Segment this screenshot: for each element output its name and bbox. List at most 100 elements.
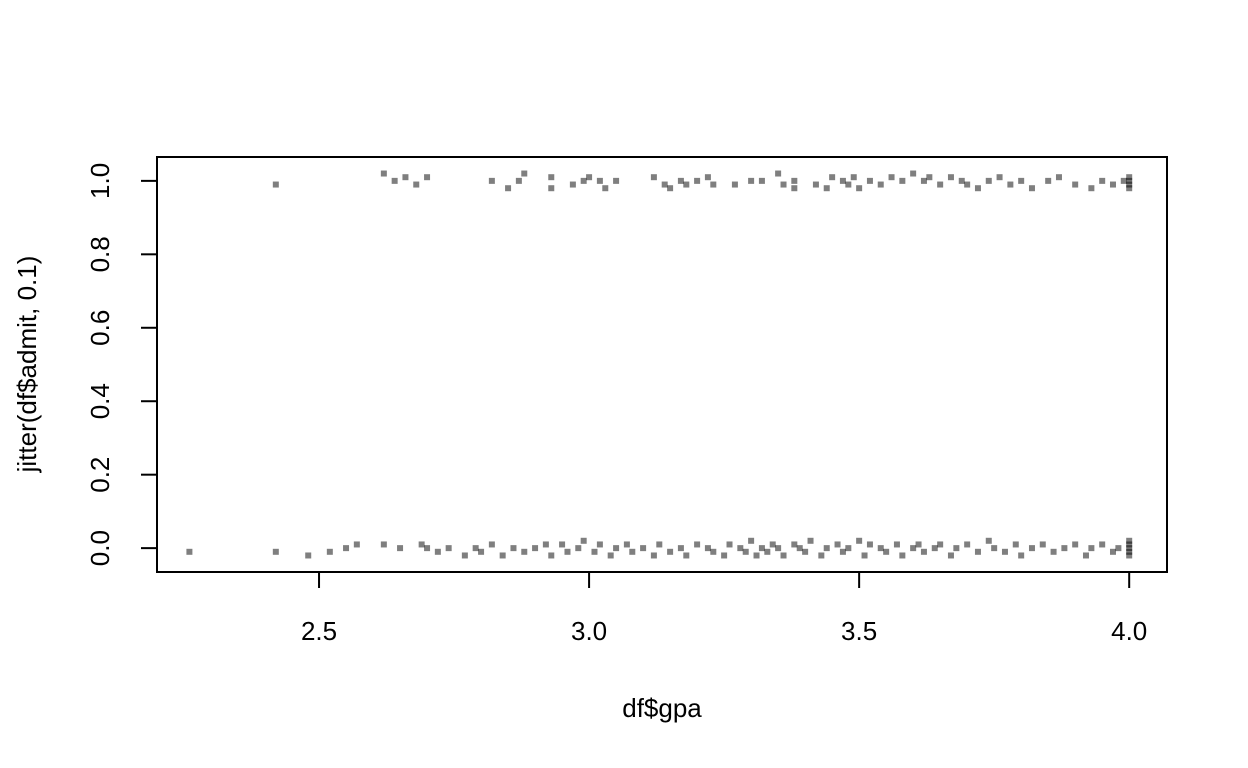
data-point: [1126, 548, 1133, 555]
data-point: [472, 545, 479, 552]
data-point: [964, 541, 971, 548]
data-point: [818, 552, 825, 559]
data-point: [953, 545, 960, 552]
data-point: [656, 541, 663, 548]
data-point: [596, 541, 603, 548]
data-point: [575, 545, 582, 552]
data-point: [764, 548, 771, 555]
data-point: [985, 177, 992, 184]
data-point: [1126, 181, 1133, 188]
data-point: [677, 177, 684, 184]
data-point: [1012, 541, 1019, 548]
data-point: [758, 545, 765, 552]
data-point: [380, 170, 387, 177]
x-tick-label: 3.0: [571, 616, 607, 646]
data-point: [866, 177, 873, 184]
y-tick-label: 0.2: [85, 457, 115, 493]
data-point: [1126, 541, 1133, 548]
data-point: [580, 177, 587, 184]
data-point: [710, 548, 717, 555]
data-point: [839, 548, 846, 555]
data-point: [353, 541, 360, 548]
data-point: [580, 537, 587, 544]
data-point: [866, 541, 873, 548]
y-axis: 0.0 0.2 0.4 0.6 0.8 1.0: [85, 163, 158, 566]
data-point: [991, 545, 998, 552]
data-point: [974, 548, 981, 555]
data-point: [920, 177, 927, 184]
data-point: [650, 552, 657, 559]
data-point: [186, 548, 193, 555]
data-point: [272, 181, 279, 188]
data-point: [829, 174, 836, 181]
data-point: [947, 174, 954, 181]
data-point: [445, 545, 452, 552]
data-point: [877, 545, 884, 552]
data-point: [667, 548, 674, 555]
data-point: [478, 548, 485, 555]
data-point: [931, 545, 938, 552]
data-point: [861, 552, 868, 559]
data-point: [402, 174, 409, 181]
data-point: [272, 548, 279, 555]
y-tick-label: 0.4: [85, 383, 115, 419]
data-point: [845, 181, 852, 188]
data-point: [791, 541, 798, 548]
data-point: [775, 170, 782, 177]
data-point: [424, 174, 431, 181]
data-point: [1088, 545, 1095, 552]
data-point: [856, 537, 863, 544]
data-point: [775, 545, 782, 552]
data-point: [1001, 548, 1008, 555]
data-point: [704, 545, 711, 552]
data-point: [596, 177, 603, 184]
data-point: [1099, 541, 1106, 548]
data-point: [564, 548, 571, 555]
data-point: [737, 545, 744, 552]
x-axis-title: df$gpa: [622, 693, 702, 723]
y-axis-title: jitter(df$admit, 0.1): [12, 256, 42, 474]
data-point: [418, 541, 425, 548]
data-point: [920, 548, 927, 555]
data-point: [488, 541, 495, 548]
data-point: [926, 174, 933, 181]
data-point: [1126, 177, 1133, 184]
data-point: [683, 552, 690, 559]
data-point: [683, 181, 690, 188]
data-point: [434, 548, 441, 555]
data-point: [937, 181, 944, 188]
data-point: [629, 548, 636, 555]
data-point: [515, 177, 522, 184]
data-point: [1061, 545, 1068, 552]
data-point: [807, 537, 814, 544]
points-layer: [186, 170, 1133, 559]
data-point: [1109, 548, 1116, 555]
data-point: [586, 174, 593, 181]
data-point: [1099, 177, 1106, 184]
x-axis: 2.5 3.0 3.5 4.0: [301, 571, 1147, 646]
data-point: [748, 177, 755, 184]
x-tick-label: 3.5: [841, 616, 877, 646]
data-point: [1045, 177, 1052, 184]
data-point: [1007, 181, 1014, 188]
data-point: [677, 545, 684, 552]
data-point: [839, 177, 846, 184]
data-point: [661, 181, 668, 188]
data-point: [326, 548, 333, 555]
data-point: [915, 541, 922, 548]
y-tick-label: 0.0: [85, 530, 115, 566]
data-point: [877, 181, 884, 188]
data-point: [1055, 174, 1062, 181]
data-point: [305, 552, 312, 559]
data-point: [1018, 177, 1025, 184]
data-point: [753, 552, 760, 559]
data-point: [542, 541, 549, 548]
data-point: [958, 177, 965, 184]
data-point: [823, 185, 830, 192]
data-point: [893, 541, 900, 548]
data-point: [796, 545, 803, 552]
y-tick-label: 0.6: [85, 310, 115, 346]
data-point: [1126, 174, 1133, 181]
data-point: [791, 185, 798, 192]
data-point: [521, 548, 528, 555]
